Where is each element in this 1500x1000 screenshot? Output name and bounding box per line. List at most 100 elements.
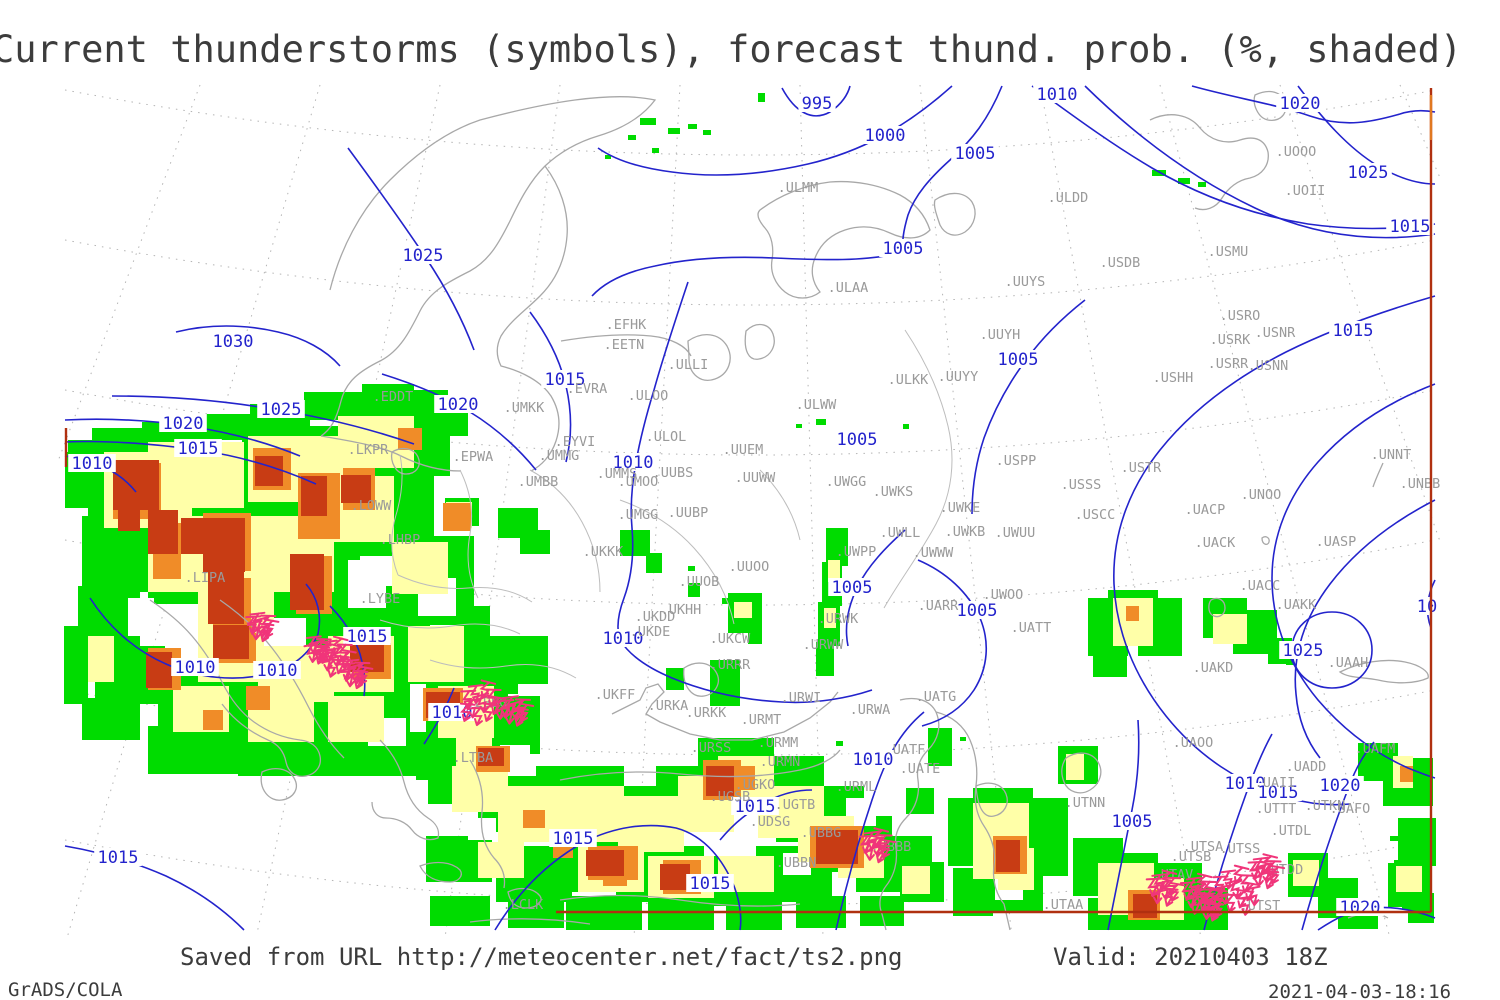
svg-text:.UAAH: .UAAH xyxy=(1328,655,1369,671)
svg-text:.USCC: .USCC xyxy=(1075,507,1116,523)
svg-text:.UWWW: .UWWW xyxy=(913,545,955,561)
svg-text:.EYVI: .EYVI xyxy=(555,434,596,450)
grads-cola-credit: GrADS/COLA xyxy=(8,979,123,1000)
svg-text:.USSS: .USSS xyxy=(1061,477,1102,493)
svg-text:.UUBS: .UUBS xyxy=(653,465,694,481)
svg-text:1005: 1005 xyxy=(837,430,878,450)
svg-text:.UBBG: .UBBG xyxy=(801,825,842,841)
svg-text:.UNNT: .UNNT xyxy=(1371,447,1412,463)
svg-text:1015: 1015 xyxy=(178,439,219,459)
svg-text:1020: 1020 xyxy=(438,395,479,415)
svg-text:.UMMG: .UMMG xyxy=(539,448,580,464)
svg-text:1005: 1005 xyxy=(1112,812,1153,832)
svg-text:.USMU: .USMU xyxy=(1208,244,1249,260)
svg-text:.EDDT: .EDDT xyxy=(373,389,414,405)
svg-text:1020: 1020 xyxy=(1340,898,1381,918)
svg-text:1010: 1010 xyxy=(1037,85,1078,105)
svg-text:.URWW: .URWW xyxy=(803,637,845,653)
svg-text:.UBBN: .UBBN xyxy=(776,855,817,871)
svg-text:1010: 1010 xyxy=(257,661,298,681)
svg-text:.USPP: .USPP xyxy=(996,453,1037,469)
svg-text:.UAOO: .UAOO xyxy=(1173,735,1214,751)
svg-text:1015: 1015 xyxy=(735,797,776,817)
svg-text:.UGSB: .UGSB xyxy=(710,789,751,805)
svg-text:1010: 1010 xyxy=(175,658,216,678)
svg-text:.UAKK: .UAKK xyxy=(1276,597,1318,613)
svg-text:.UTDL: .UTDL xyxy=(1271,823,1312,839)
svg-text:.ULAA: .ULAA xyxy=(828,280,869,296)
map-frame-layer xyxy=(64,88,1433,914)
svg-text:.UATE: .UATE xyxy=(900,761,941,777)
svg-text:.UACP: .UACP xyxy=(1185,502,1226,518)
svg-text:.UGTB: .UGTB xyxy=(775,797,816,813)
svg-text:.URKA: .URKA xyxy=(648,698,689,714)
svg-text:1015: 1015 xyxy=(98,848,139,868)
svg-text:.LCLK: .LCLK xyxy=(503,897,545,913)
render-timestamp: 2021-04-03-18:16 xyxy=(1268,981,1452,1000)
svg-text:1015: 1015 xyxy=(690,874,731,894)
svg-text:1015: 1015 xyxy=(347,627,388,647)
svg-text:.USRR: .USRR xyxy=(1208,356,1250,372)
svg-text:.EFHK: .EFHK xyxy=(606,317,648,333)
svg-text:1015: 1015 xyxy=(1258,783,1299,803)
svg-text:.UMKK: .UMKK xyxy=(504,400,546,416)
svg-text:.UWKE: .UWKE xyxy=(940,500,981,516)
svg-text:.URWI: .URWI xyxy=(781,690,822,706)
svg-text:.LKPR: .LKPR xyxy=(348,442,390,458)
svg-text:1015: 1015 xyxy=(1333,321,1374,341)
svg-text:1010: 1010 xyxy=(432,703,473,723)
svg-text:.UATT: .UATT xyxy=(1011,620,1052,636)
svg-text:.UTSA: .UTSA xyxy=(1183,839,1224,855)
svg-text:1025: 1025 xyxy=(261,400,302,420)
svg-text:.UKDE: .UKDE xyxy=(630,624,671,640)
svg-text:1010: 1010 xyxy=(613,453,654,473)
svg-text:1000: 1000 xyxy=(865,126,906,146)
svg-text:1005: 1005 xyxy=(998,350,1039,370)
svg-text:.UWPP: .UWPP xyxy=(836,544,877,560)
svg-text:.URMT: .URMT xyxy=(741,712,782,728)
svg-text:.URMN: .URMN xyxy=(760,754,801,770)
svg-text:1015: 1015 xyxy=(545,370,586,390)
svg-text:995: 995 xyxy=(802,94,833,114)
svg-text:.UATF: .UATF xyxy=(885,742,926,758)
svg-text:.UTAA: .UTAA xyxy=(1043,897,1084,913)
svg-text:.UKHH: .UKHH xyxy=(661,602,702,618)
svg-text:.UAII: .UAII xyxy=(1255,775,1296,791)
svg-text:1010: 1010 xyxy=(603,629,644,649)
svg-text:.UMBB: .UMBB xyxy=(518,474,559,490)
svg-text:.ULLI: .ULLI xyxy=(668,357,709,373)
svg-text:.UASP: .UASP xyxy=(1316,534,1357,550)
svg-text:.ULOL: .ULOL xyxy=(646,429,687,445)
svg-text:.UGKO: .UGKO xyxy=(735,777,776,793)
svg-text:1010: 1010 xyxy=(72,454,113,474)
svg-text:.UKCW: .UKCW xyxy=(710,631,752,647)
svg-text:.UKDD: .UKDD xyxy=(635,609,676,625)
svg-text:1020: 1020 xyxy=(163,414,204,434)
svg-text:1025: 1025 xyxy=(403,246,444,266)
svg-text:.ULMM: .ULMM xyxy=(778,180,819,196)
svg-text:.URKK: .URKK xyxy=(686,705,728,721)
svg-text:10: 10 xyxy=(1417,597,1437,617)
svg-text:.USRO: .USRO xyxy=(1220,308,1261,324)
svg-text:.UUBP: .UUBP xyxy=(668,505,709,521)
svg-text:.UMOO: .UMOO xyxy=(618,474,659,490)
valid-time-text: Valid: 20210403 18Z xyxy=(1053,943,1328,971)
svg-text:.UOII: .UOII xyxy=(1285,183,1326,199)
svg-text:.UUEM: .UUEM xyxy=(723,442,764,458)
svg-text:.UATG: .UATG xyxy=(916,689,957,705)
svg-text:.URWK: .URWK xyxy=(818,611,860,627)
svg-text:1025: 1025 xyxy=(1348,163,1389,183)
svg-text:.URMM: .URMM xyxy=(758,735,799,751)
svg-text:.UDSG: .UDSG xyxy=(750,814,791,830)
map-title: Current thunderstorms (symbols), forecas… xyxy=(0,28,1463,71)
svg-text:1015: 1015 xyxy=(553,829,594,849)
svg-text:.EETN: .EETN xyxy=(604,337,645,353)
svg-text:.UWOO: .UWOO xyxy=(983,587,1024,603)
svg-text:.USHH: .USHH xyxy=(1153,370,1194,386)
svg-text:1005: 1005 xyxy=(957,601,998,621)
coastline-layer xyxy=(149,90,1429,931)
probability-shading-layer xyxy=(64,93,1436,930)
svg-text:.UTSB: .UTSB xyxy=(1171,849,1212,865)
